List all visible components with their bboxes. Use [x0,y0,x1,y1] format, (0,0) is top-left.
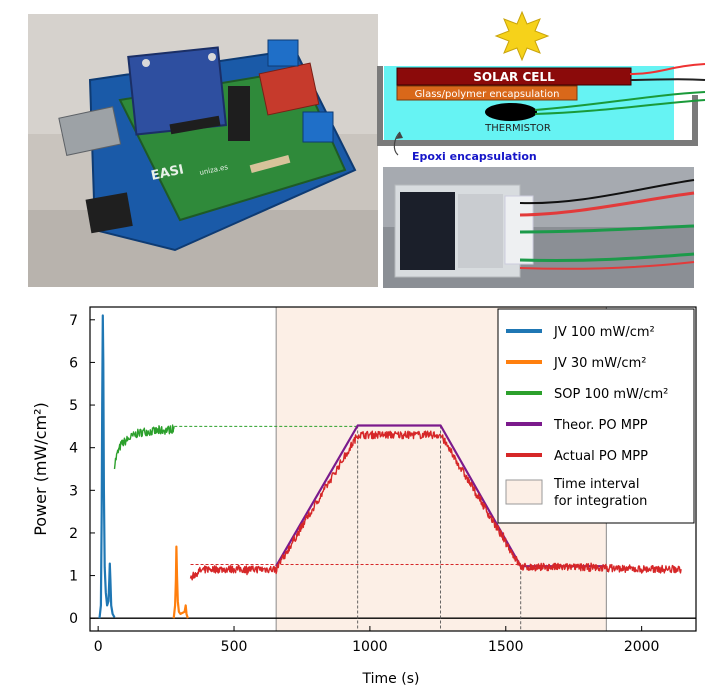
x-tick-label: 1000 [352,639,388,655]
legend-label: JV 100 mW/cm² [553,325,655,340]
y-tick-label: 7 [69,313,78,329]
legend-label: Theor. PO MPP [553,418,648,433]
x-tick-label: 500 [221,639,248,655]
cell-photo [383,167,695,288]
x-tick-label: 0 [94,639,103,655]
x-tick-label: 2000 [624,639,660,655]
series-line-4 [189,430,682,581]
plot-frame [89,306,697,632]
series-line-1 [172,545,189,619]
photo-panel: EASI uniza.es SOLAR CELL Glass/polymer e… [28,10,706,288]
legend-interval-label: for integration [554,494,647,509]
legend-interval-swatch [505,479,543,505]
glass-label: Glass/polymer encapsulation [415,89,560,100]
y-tick-label: 1 [69,569,78,585]
sun-icon [494,10,550,62]
series-line-2 [113,424,175,470]
plot-series [98,314,682,619]
legend: JV 100 mW/cm² JV 30 mW/cm² SOP 100 mW/cm² T… [497,308,695,524]
y-tick-label: 4 [69,441,78,457]
y-tick-label: 3 [69,483,78,499]
encapsulation-schematic: SOLAR CELL Glass/polymer encapsulation T… [377,63,706,164]
y-axis-label: Power (mW/cm²) [31,402,50,536]
board-label: EASI [150,162,186,184]
legend-label: SOP 100 mW/cm² [554,387,668,402]
x-axis-label: Time (s) [362,671,420,687]
y-tick-label: 2 [69,526,78,542]
y-tick-label: 6 [69,355,78,371]
epoxy-label: Epoxi encapsulation [412,150,537,163]
arduino-photo: EASI uniza.es [28,14,378,287]
y-tick-label: 0 [69,611,78,627]
solar-cell-label: SOLAR CELL [473,70,555,84]
plot-axes: 0 500 1000 1500 2000 0 1 2 3 4 5 6 7 [69,306,697,655]
legend-label: Actual PO MPP [554,449,648,464]
x-tick-label: 1500 [488,639,524,655]
y-tick-label: 5 [69,398,78,414]
thermistor-label: THERMISTOR [484,123,551,134]
legend-interval-label: Time interval [553,477,640,492]
thermistor-shape [485,103,537,121]
legend-label: JV 30 mW/cm² [553,356,646,371]
series-line-0 [98,314,116,619]
